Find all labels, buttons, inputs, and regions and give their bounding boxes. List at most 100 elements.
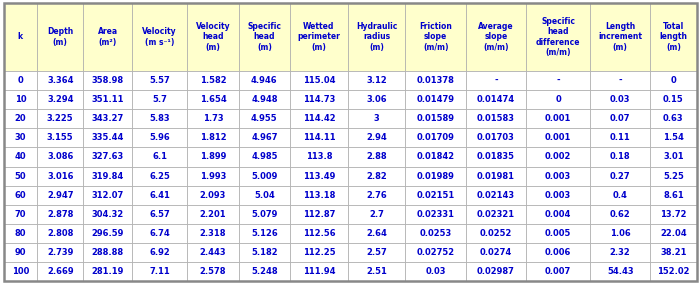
Text: 5.182: 5.182: [251, 248, 278, 257]
Text: 2.32: 2.32: [610, 248, 631, 257]
Bar: [405, 147, 466, 166]
Bar: [83, 90, 132, 109]
Bar: [405, 71, 466, 90]
Bar: [187, 166, 239, 186]
Bar: [405, 3, 466, 71]
Bar: [83, 262, 132, 281]
Bar: [37, 147, 83, 166]
Text: 319.84: 319.84: [92, 172, 124, 181]
Bar: [83, 166, 132, 186]
Bar: [37, 224, 83, 243]
Bar: [187, 109, 239, 128]
Bar: [83, 128, 132, 147]
Bar: [348, 3, 405, 71]
Bar: [37, 71, 83, 90]
Text: 0.01981: 0.01981: [477, 172, 515, 181]
Text: 0.005: 0.005: [545, 229, 571, 238]
Text: 3.086: 3.086: [47, 153, 74, 162]
Text: 1.654: 1.654: [199, 95, 226, 104]
Text: 114.73: 114.73: [303, 95, 335, 104]
Bar: [650, 71, 696, 90]
Bar: [187, 3, 239, 71]
Text: 40: 40: [15, 153, 26, 162]
Bar: [83, 205, 132, 224]
Bar: [290, 128, 348, 147]
Text: 113.8: 113.8: [306, 153, 332, 162]
Text: 80: 80: [15, 229, 26, 238]
Bar: [348, 71, 405, 90]
Bar: [132, 205, 187, 224]
Bar: [466, 262, 526, 281]
Bar: [290, 109, 348, 128]
Text: 2.88: 2.88: [366, 153, 387, 162]
Bar: [405, 186, 466, 205]
Bar: [526, 166, 590, 186]
Bar: [526, 147, 590, 166]
Bar: [4, 109, 37, 128]
Bar: [132, 224, 187, 243]
Text: 7.11: 7.11: [149, 267, 170, 276]
Text: 0.03: 0.03: [610, 95, 631, 104]
Bar: [650, 109, 696, 128]
Text: 5.83: 5.83: [149, 114, 170, 123]
Bar: [650, 224, 696, 243]
Bar: [650, 186, 696, 205]
Bar: [239, 243, 290, 262]
Text: 3.294: 3.294: [47, 95, 74, 104]
Text: 0.01709: 0.01709: [416, 133, 454, 142]
Bar: [239, 71, 290, 90]
Text: 2.093: 2.093: [199, 191, 226, 200]
Text: 1.06: 1.06: [610, 229, 631, 238]
Bar: [83, 224, 132, 243]
Text: 288.88: 288.88: [92, 248, 124, 257]
Bar: [590, 147, 650, 166]
Text: 0.02151: 0.02151: [416, 191, 455, 200]
Bar: [4, 71, 37, 90]
Text: 1.54: 1.54: [663, 133, 684, 142]
Bar: [348, 90, 405, 109]
Text: 6.1: 6.1: [152, 153, 167, 162]
Text: 0.18: 0.18: [610, 153, 631, 162]
Text: 4.946: 4.946: [251, 76, 278, 85]
Bar: [466, 186, 526, 205]
Text: 0.62: 0.62: [610, 210, 631, 219]
Bar: [83, 109, 132, 128]
Bar: [239, 90, 290, 109]
Bar: [187, 186, 239, 205]
Bar: [132, 109, 187, 128]
Text: 6.25: 6.25: [149, 172, 170, 181]
Text: 358.98: 358.98: [92, 76, 124, 85]
Bar: [132, 262, 187, 281]
Text: Average
slope
(m/m): Average slope (m/m): [478, 22, 514, 52]
Text: 3.155: 3.155: [47, 133, 74, 142]
Text: Depth
(m): Depth (m): [47, 27, 74, 47]
Bar: [590, 90, 650, 109]
Bar: [4, 3, 37, 71]
Text: 0.01474: 0.01474: [477, 95, 515, 104]
Text: 0.02143: 0.02143: [477, 191, 515, 200]
Text: 0.02331: 0.02331: [416, 210, 454, 219]
Text: 3.016: 3.016: [47, 172, 74, 181]
Text: 343.27: 343.27: [92, 114, 124, 123]
Text: 0.02321: 0.02321: [477, 210, 515, 219]
Text: 0.03: 0.03: [426, 267, 446, 276]
Text: Velocity
(m s⁻¹): Velocity (m s⁻¹): [142, 27, 177, 47]
Bar: [590, 109, 650, 128]
Bar: [590, 243, 650, 262]
Text: 304.32: 304.32: [92, 210, 124, 219]
Bar: [466, 166, 526, 186]
Bar: [4, 262, 37, 281]
Bar: [590, 3, 650, 71]
Bar: [405, 224, 466, 243]
Bar: [37, 90, 83, 109]
Bar: [83, 243, 132, 262]
Text: 5.248: 5.248: [251, 267, 278, 276]
Text: 0.11: 0.11: [610, 133, 631, 142]
Text: 0.02987: 0.02987: [477, 267, 515, 276]
Text: 3.12: 3.12: [366, 76, 387, 85]
Bar: [132, 147, 187, 166]
Text: 1.812: 1.812: [199, 133, 226, 142]
Text: 2.578: 2.578: [199, 267, 226, 276]
Text: 100: 100: [12, 267, 29, 276]
Bar: [348, 262, 405, 281]
